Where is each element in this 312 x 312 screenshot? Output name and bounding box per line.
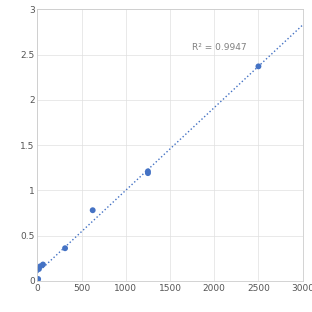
Point <box>145 169 150 174</box>
Point <box>145 171 150 176</box>
Point <box>35 277 40 282</box>
Point <box>36 266 41 271</box>
Point <box>41 262 46 267</box>
Point <box>63 246 68 251</box>
Point <box>36 276 41 281</box>
Point <box>38 264 43 269</box>
Point <box>90 208 95 213</box>
Point <box>256 64 261 69</box>
Text: R² = 0.9947: R² = 0.9947 <box>192 43 247 52</box>
